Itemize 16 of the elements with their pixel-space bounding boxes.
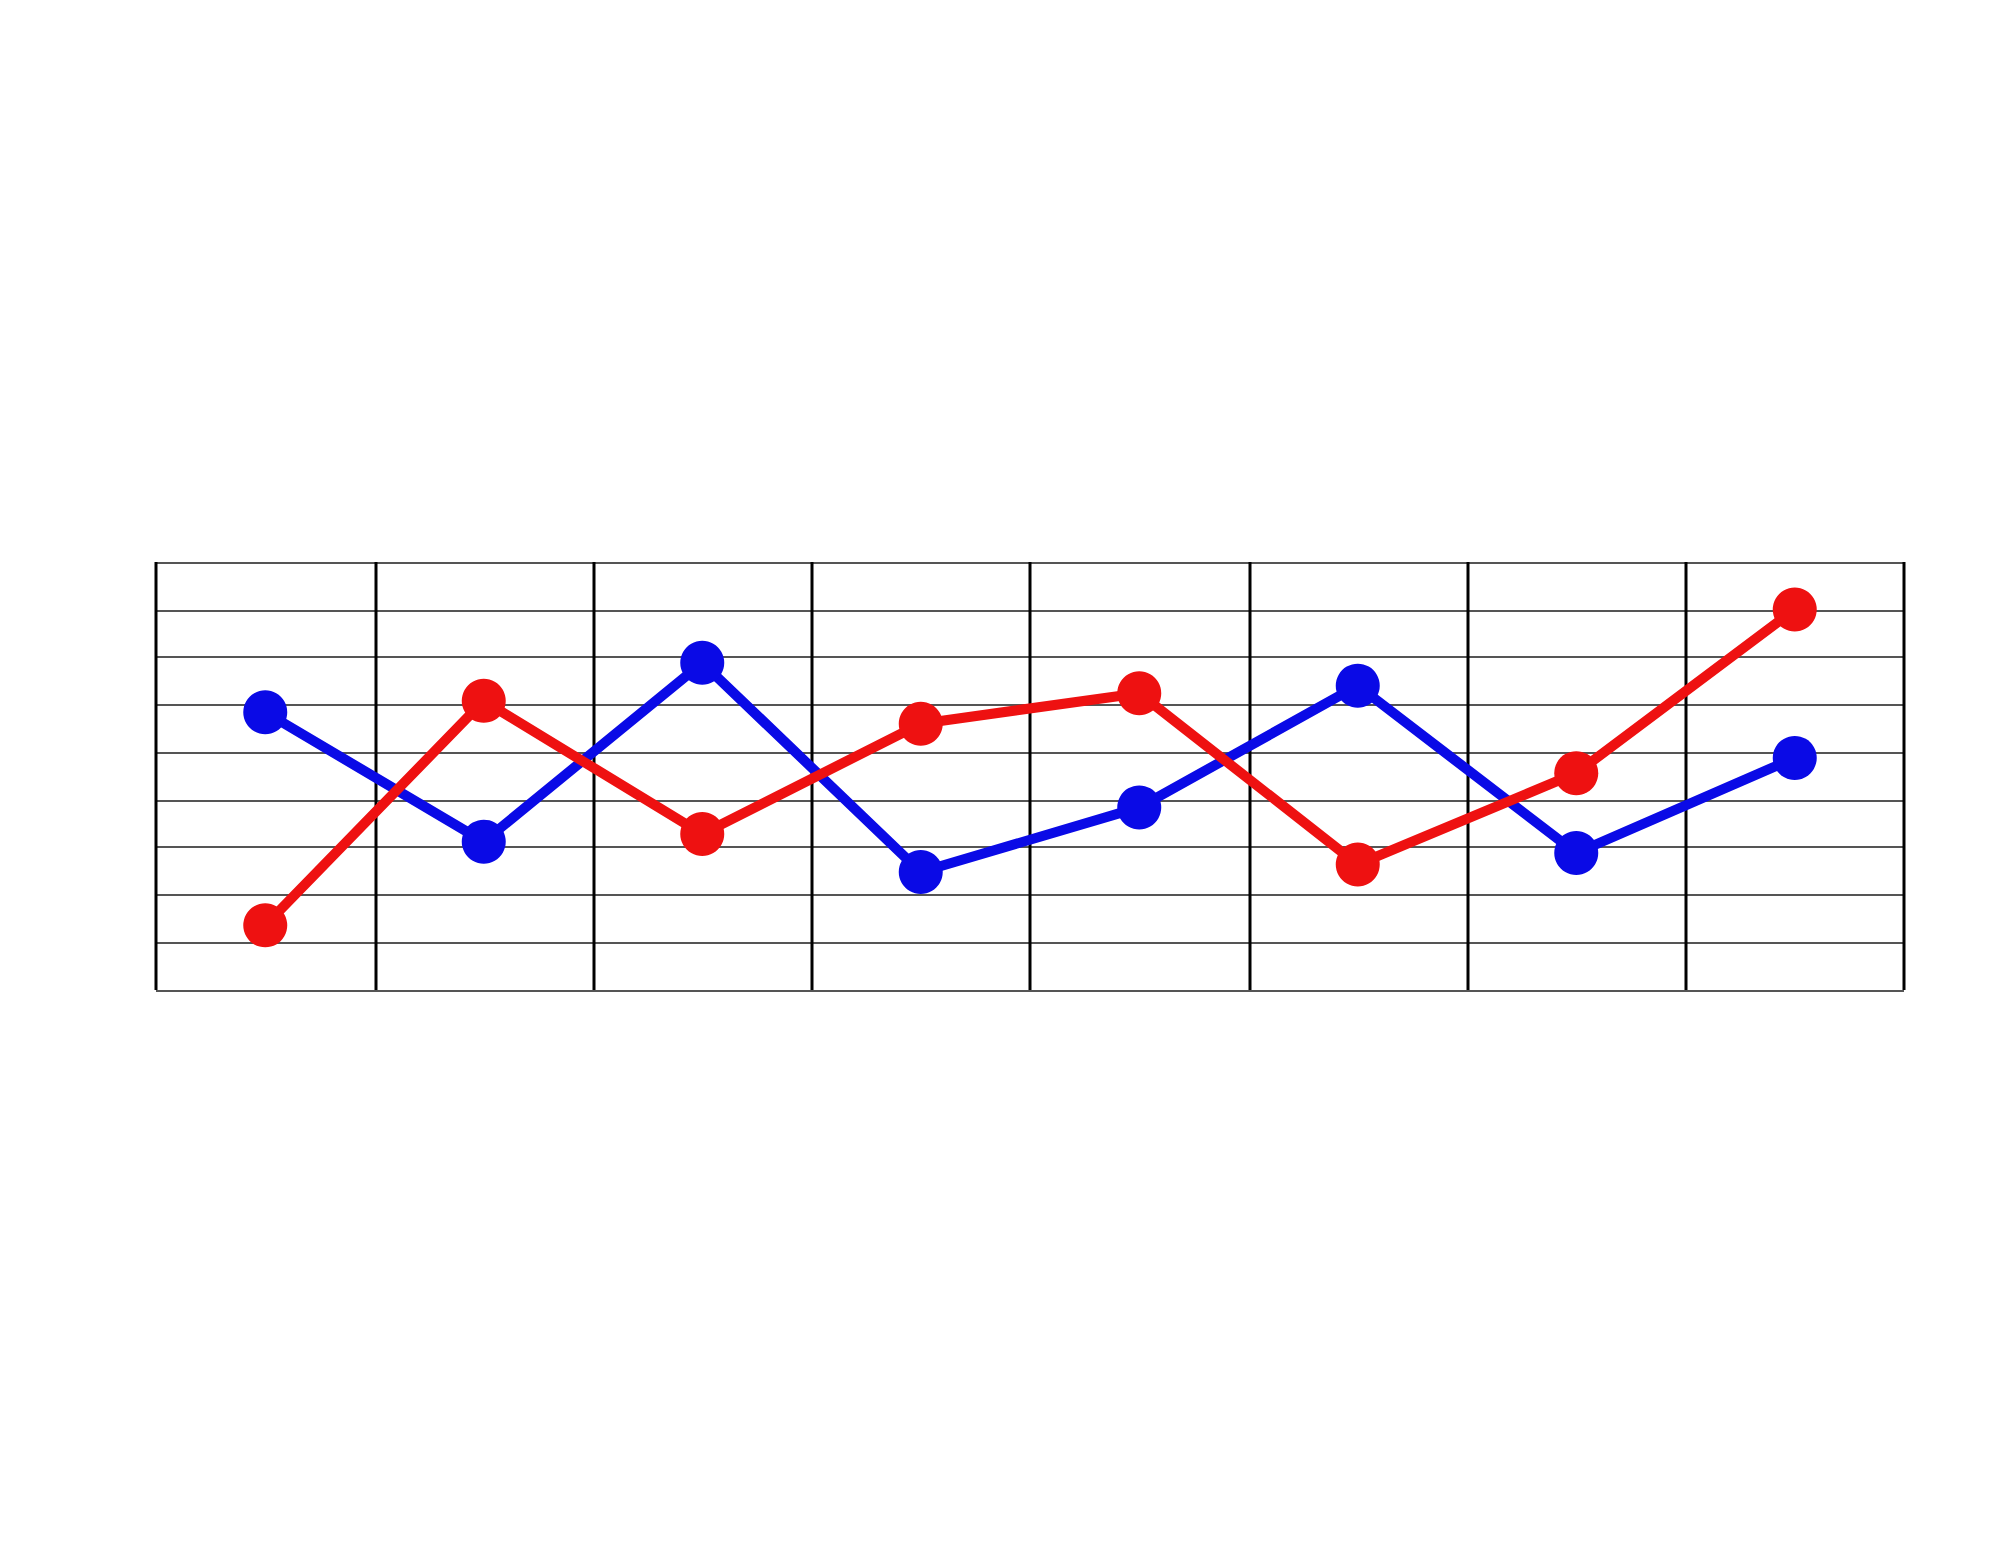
point [1772, 735, 1817, 780]
point [898, 701, 943, 746]
point [898, 850, 943, 895]
point [1335, 663, 1380, 708]
point [461, 819, 506, 864]
point [243, 690, 288, 735]
point [1117, 671, 1162, 716]
point [1554, 831, 1599, 876]
point [461, 678, 506, 723]
point [1554, 751, 1599, 796]
point [1335, 842, 1380, 887]
point [1772, 587, 1817, 632]
point [680, 812, 725, 857]
point [243, 903, 288, 948]
point [680, 640, 725, 685]
point [1117, 785, 1162, 830]
